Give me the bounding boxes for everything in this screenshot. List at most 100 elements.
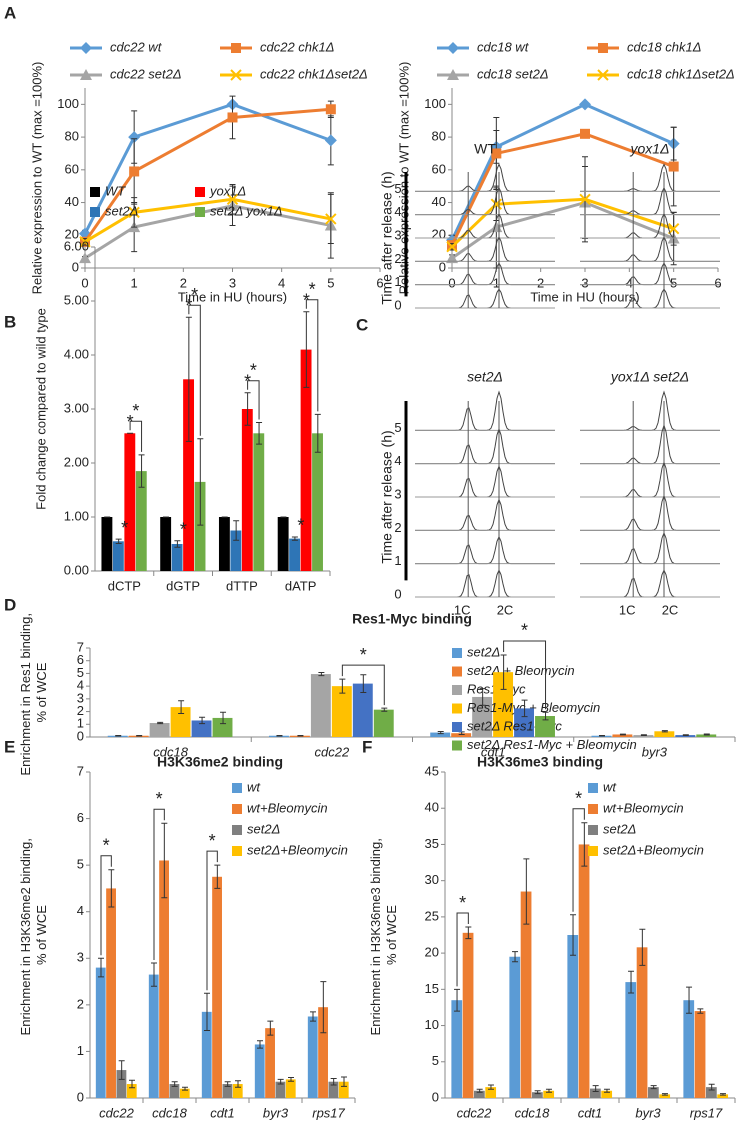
marker (491, 148, 502, 159)
y-tick-label: 4 (77, 678, 84, 693)
marker (230, 69, 242, 81)
legend-label: cdc22 set2Δ (110, 66, 182, 81)
bracket (100, 855, 112, 956)
x-tick-label: dGTP (166, 578, 200, 593)
y-tick-label: 0 (72, 259, 79, 274)
error-bar (570, 914, 577, 956)
time-tick-label: 1 (394, 274, 401, 289)
error-bar (115, 734, 122, 737)
error-bar (150, 962, 157, 987)
y-tick-label: 1 (77, 1043, 84, 1058)
bar (112, 541, 124, 571)
error-bar (534, 1090, 541, 1095)
significance: * (297, 516, 304, 536)
bracket (247, 380, 260, 420)
flow-trace (580, 494, 720, 531)
bracket (572, 808, 585, 912)
y-tick-label: 20 (425, 945, 439, 960)
error-bar (197, 438, 204, 526)
y-tick-label: 60 (65, 161, 79, 176)
bar (149, 723, 170, 737)
legend-label: set2Δ yox1Δ (210, 203, 283, 218)
marker (597, 69, 609, 81)
bracket (341, 664, 385, 706)
error-bar (650, 1085, 657, 1090)
significance: * (132, 401, 139, 421)
y-tick-label: 0.00 (64, 562, 89, 577)
x-tick-label: byr3 (263, 1105, 289, 1120)
error-bar (476, 1088, 483, 1093)
error-bar (291, 536, 298, 541)
legend-label: wt+Bleomycin (603, 800, 684, 815)
error-bar (708, 1083, 715, 1091)
error-bar (661, 1093, 668, 1096)
time-tick-label: 4 (394, 204, 401, 219)
bar (451, 733, 472, 737)
line (451, 200, 675, 260)
error-bar (719, 1093, 726, 1096)
significance: * (209, 831, 216, 851)
error-bar (233, 520, 240, 541)
legend-label: set2Δ (467, 644, 500, 659)
bar (289, 538, 301, 571)
y-tick-label: 5.00 (64, 292, 89, 307)
error-bar (487, 1084, 494, 1090)
bar (124, 433, 136, 571)
error-bar (339, 678, 346, 694)
legend-swatch (195, 207, 205, 217)
x-tick-label: byr3 (635, 1105, 661, 1120)
panel-label: C (356, 315, 368, 334)
line (84, 197, 332, 244)
legend-label: set2Δ (603, 821, 636, 836)
y-tick-label: 4 (77, 903, 84, 918)
flow-trace (580, 262, 720, 286)
bar (126, 1084, 137, 1098)
y-axis-title: Enrichment in H3K36me3 binding, % of WCE (369, 835, 400, 1036)
bar (253, 433, 265, 571)
y-tick-label: 5 (432, 1053, 439, 1068)
line (450, 197, 675, 248)
error-bar (220, 711, 227, 725)
error-bar (628, 970, 635, 994)
x-tick-label: rps17 (312, 1105, 345, 1120)
bar (601, 1090, 613, 1098)
bar (232, 1084, 243, 1098)
y-tick-label: 0 (439, 259, 446, 274)
chart-title: H3K36me3 binding (477, 754, 603, 770)
bar (352, 683, 373, 737)
significance: * (180, 520, 187, 540)
line (84, 204, 332, 260)
bar (654, 731, 675, 737)
significance: * (459, 893, 466, 913)
y-tick-label: 20 (65, 227, 79, 242)
bar (106, 888, 116, 1098)
error-bar (224, 1081, 231, 1087)
bar (331, 686, 352, 737)
bar (430, 732, 451, 737)
y-tick-label: 45 (425, 763, 439, 778)
bar (509, 956, 521, 1098)
peak-label: 1C (619, 602, 636, 617)
error-bar (256, 422, 263, 445)
legend-label: yox1Δ (209, 183, 246, 198)
error-bar (174, 540, 181, 548)
bar (659, 1094, 671, 1098)
error-bar (199, 716, 206, 725)
error-bar (512, 951, 519, 963)
legend-label: cdc22 chk1Δset2Δ (260, 66, 368, 81)
legend-label: wt+Bleomycin (247, 800, 328, 815)
error-bar (214, 864, 221, 889)
legend-swatch (588, 825, 598, 835)
y-tick-label: 7 (77, 763, 84, 778)
legend-swatch (195, 187, 205, 197)
y-axis-title: Relative expression to WT (max =100%) (29, 62, 44, 295)
marker (668, 161, 679, 172)
error-bar (330, 1077, 337, 1086)
y-tick-label: 6 (77, 652, 84, 667)
error-bar (288, 1077, 295, 1082)
bar (636, 947, 648, 1098)
line (450, 102, 675, 241)
bracket (188, 304, 201, 436)
time-tick-label: 0 (394, 586, 401, 601)
x-tick-label: 1 (493, 275, 500, 290)
